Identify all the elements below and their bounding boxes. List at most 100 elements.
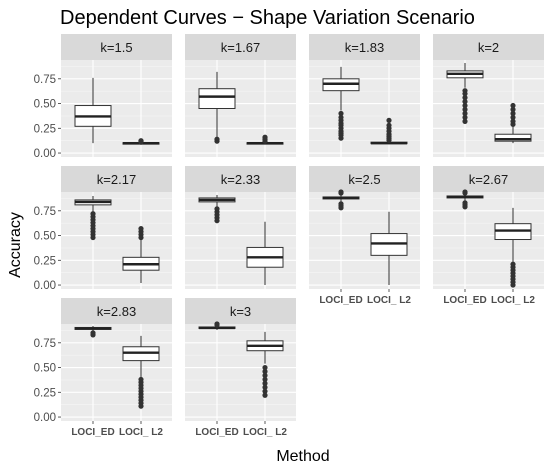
outlier-point: [262, 376, 268, 383]
outlier-point: [510, 102, 516, 109]
outlier-point: [462, 95, 468, 101]
outlier-point: [262, 364, 268, 371]
facet-strip-label: k=1.83: [345, 40, 384, 55]
boxplot-loci-l2: [370, 117, 408, 145]
facet-strip: [309, 166, 420, 192]
y-axis-title: Accuracy: [7, 212, 24, 278]
y-tick-label: 0.75: [34, 206, 56, 218]
facet-strip: [185, 34, 296, 60]
outlier-point: [462, 88, 468, 94]
outlier-point: [262, 368, 268, 375]
outlier-point: [386, 122, 392, 128]
facet-panel-k-3: k=3 LOCI_ED LOCI_ L2: [185, 298, 296, 438]
outlier-point: [386, 117, 392, 123]
facet-strip: [309, 34, 420, 60]
boxplot-loci-ed: [74, 325, 112, 338]
x-tick-label: LOCI_ L2: [119, 427, 163, 438]
panel-background: [185, 192, 296, 289]
boxplot-loci-ed: [322, 189, 360, 211]
outlier-point: [510, 118, 516, 124]
outlier-point: [462, 200, 468, 206]
outlier-point: [462, 114, 468, 121]
outlier-point: [90, 330, 96, 336]
outlier-point: [262, 392, 268, 398]
y-tick-label: 0.25: [34, 255, 56, 267]
outlier-point: [90, 211, 96, 217]
y-tick-label: 0.00: [34, 280, 56, 292]
x-tick-label: LOCI_ L2: [367, 295, 411, 306]
outlier-point: [462, 106, 468, 113]
boxplot-loci-l2: [494, 102, 532, 144]
boxplot-loci-ed: [198, 71, 236, 144]
facet-strip-label: k=3: [230, 304, 251, 319]
facet-panel-k-2: k=2: [433, 34, 544, 157]
facet-strip: [61, 166, 172, 192]
panel-background: [185, 324, 296, 421]
x-tick-label: LOCI_ED: [195, 427, 238, 438]
boxplot-loci-ed: [198, 321, 236, 330]
boxplot-loci-l2: [246, 134, 284, 145]
boxplot-loci-l2: [246, 221, 284, 286]
facet-strip-label: k=2.5: [348, 172, 380, 187]
outlier-point: [262, 380, 268, 386]
panel-background: [61, 192, 172, 289]
outlier-point: [462, 98, 468, 105]
x-tick-label: LOCI_ED: [443, 295, 486, 306]
facet-strip: [61, 34, 172, 60]
outlier-point: [462, 189, 468, 195]
facet-strip-label: k=2.67: [469, 172, 508, 187]
facet-panel-k-1-67: k=1.67: [185, 34, 296, 157]
outlier-point: [338, 201, 344, 207]
boxplot-loci-ed: [74, 77, 112, 144]
facet-strip-label: k=2.33: [221, 172, 260, 187]
y-tick-label: 0.00: [34, 412, 56, 424]
outlier-point: [462, 102, 468, 109]
outlier-point: [214, 321, 220, 327]
y-tick-label: 0.25: [34, 123, 56, 135]
x-axis-title: Method: [276, 448, 329, 465]
y-tick-label: 0.75: [34, 338, 56, 350]
facet-strip-label: k=2.17: [97, 172, 136, 187]
outlier-point: [138, 376, 144, 383]
outlier-point: [262, 134, 268, 140]
outlier-point: [510, 110, 516, 117]
outlier-point: [462, 118, 468, 124]
facet-strip: [433, 166, 544, 192]
facet-panel-k-1-5: k=1.5 0.00 0.25 0.50 0.75: [34, 34, 172, 160]
facet-panel-k-2-83: k=2.83 0.00 0.25 0.50 0.75 LOCI_ED LOCI_ L2: [34, 298, 172, 438]
facet-strip: [185, 166, 296, 192]
outlier-point: [462, 110, 468, 117]
facet-panel-k-2-33: k=2.33: [185, 166, 296, 289]
boxplot-loci-ed: [446, 62, 484, 124]
outlier-point: [510, 114, 516, 121]
y-tick-label: 0.50: [34, 231, 56, 243]
facet-strip: [61, 298, 172, 324]
box-iqr: [494, 133, 532, 142]
boxplot-loci-l2: [122, 226, 160, 284]
facet-strip: [433, 34, 544, 60]
panel-background: [433, 192, 544, 289]
y-tick-label: 0.50: [34, 363, 56, 375]
facet-strip: [185, 298, 296, 324]
outlier-point: [510, 261, 516, 267]
facet-strip-label: k=1.5: [100, 40, 132, 55]
outlier-point: [138, 226, 144, 232]
outlier-point: [214, 136, 220, 142]
x-tick-label: LOCI_ L2: [243, 427, 287, 438]
y-tick-label: 0.25: [34, 387, 56, 399]
boxplot-loci-ed: [198, 194, 236, 224]
boxplot-loci-ed: [74, 195, 112, 241]
x-tick-label: LOCI_ L2: [491, 295, 535, 306]
outlier-point: [262, 372, 268, 379]
panel-background: [61, 324, 172, 421]
outlier-point: [338, 114, 344, 121]
boxplot-loci-l2: [246, 331, 284, 398]
facet-strip-label: k=1.67: [221, 40, 260, 55]
outlier-point: [214, 206, 220, 212]
y-tick-label: 0.75: [34, 74, 56, 86]
x-tick-label: LOCI_ED: [71, 427, 114, 438]
boxplot-loci-ed: [322, 66, 360, 141]
facet-strip-label: k=2: [478, 40, 499, 55]
boxplot-loci-l2: [370, 211, 408, 286]
